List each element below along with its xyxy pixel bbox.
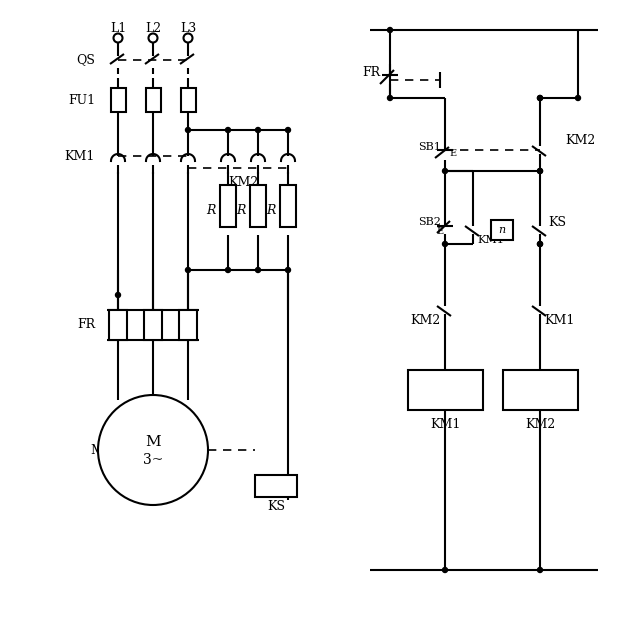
Circle shape	[538, 242, 543, 247]
Text: M: M	[145, 435, 161, 449]
Bar	[111, 88, 126, 112]
Bar	[179, 310, 197, 340]
Text: KM1: KM1	[430, 418, 460, 430]
Circle shape	[538, 96, 543, 101]
Text: KM1: KM1	[544, 313, 574, 326]
Text: SB1: SB1	[418, 142, 441, 152]
Circle shape	[285, 128, 291, 133]
Text: E: E	[437, 228, 444, 237]
Text: M: M	[90, 443, 103, 457]
Circle shape	[538, 567, 543, 572]
Circle shape	[115, 292, 120, 298]
Bar	[503, 370, 578, 410]
Text: SB2: SB2	[418, 217, 441, 227]
Text: R: R	[237, 204, 246, 216]
Circle shape	[255, 267, 260, 272]
Circle shape	[186, 267, 191, 272]
Text: KM2: KM2	[228, 175, 258, 189]
Text: n: n	[499, 225, 506, 235]
Circle shape	[225, 128, 230, 133]
Bar	[181, 88, 196, 112]
Text: KM1: KM1	[477, 235, 504, 245]
Circle shape	[442, 169, 447, 174]
Text: L1: L1	[110, 21, 126, 35]
Text: KM2: KM2	[565, 135, 595, 147]
Circle shape	[387, 96, 392, 101]
Circle shape	[184, 33, 193, 43]
Bar	[491, 220, 513, 240]
Text: FU1: FU1	[68, 94, 95, 106]
Circle shape	[113, 33, 122, 43]
Text: 3~: 3~	[143, 453, 163, 467]
Circle shape	[575, 96, 580, 101]
Bar	[280, 185, 296, 227]
Circle shape	[255, 128, 260, 133]
Bar	[146, 88, 161, 112]
Circle shape	[442, 242, 447, 247]
Circle shape	[387, 28, 392, 33]
Bar	[144, 310, 162, 340]
Circle shape	[186, 128, 191, 133]
Text: E: E	[449, 148, 456, 157]
Circle shape	[538, 96, 543, 101]
Text: KM2: KM2	[411, 313, 441, 326]
Text: KM1: KM1	[65, 150, 95, 162]
Circle shape	[285, 267, 291, 272]
Text: R: R	[267, 204, 276, 216]
Text: QS: QS	[76, 53, 95, 67]
Text: FR: FR	[362, 65, 380, 79]
Text: FR: FR	[77, 318, 95, 331]
Text: L3: L3	[180, 21, 196, 35]
Text: KS: KS	[548, 216, 566, 228]
Text: KM2: KM2	[525, 418, 555, 430]
Text: KS: KS	[267, 501, 285, 513]
Text: L2: L2	[145, 21, 161, 35]
Bar	[408, 370, 483, 410]
Circle shape	[98, 395, 208, 505]
Circle shape	[148, 33, 157, 43]
Circle shape	[538, 169, 543, 174]
Text: R: R	[207, 204, 216, 216]
Circle shape	[538, 169, 543, 174]
Bar	[250, 185, 266, 227]
Bar	[109, 310, 127, 340]
Circle shape	[442, 567, 447, 572]
Bar	[220, 185, 236, 227]
Circle shape	[538, 242, 543, 247]
Circle shape	[225, 267, 230, 272]
Bar	[255, 475, 297, 497]
